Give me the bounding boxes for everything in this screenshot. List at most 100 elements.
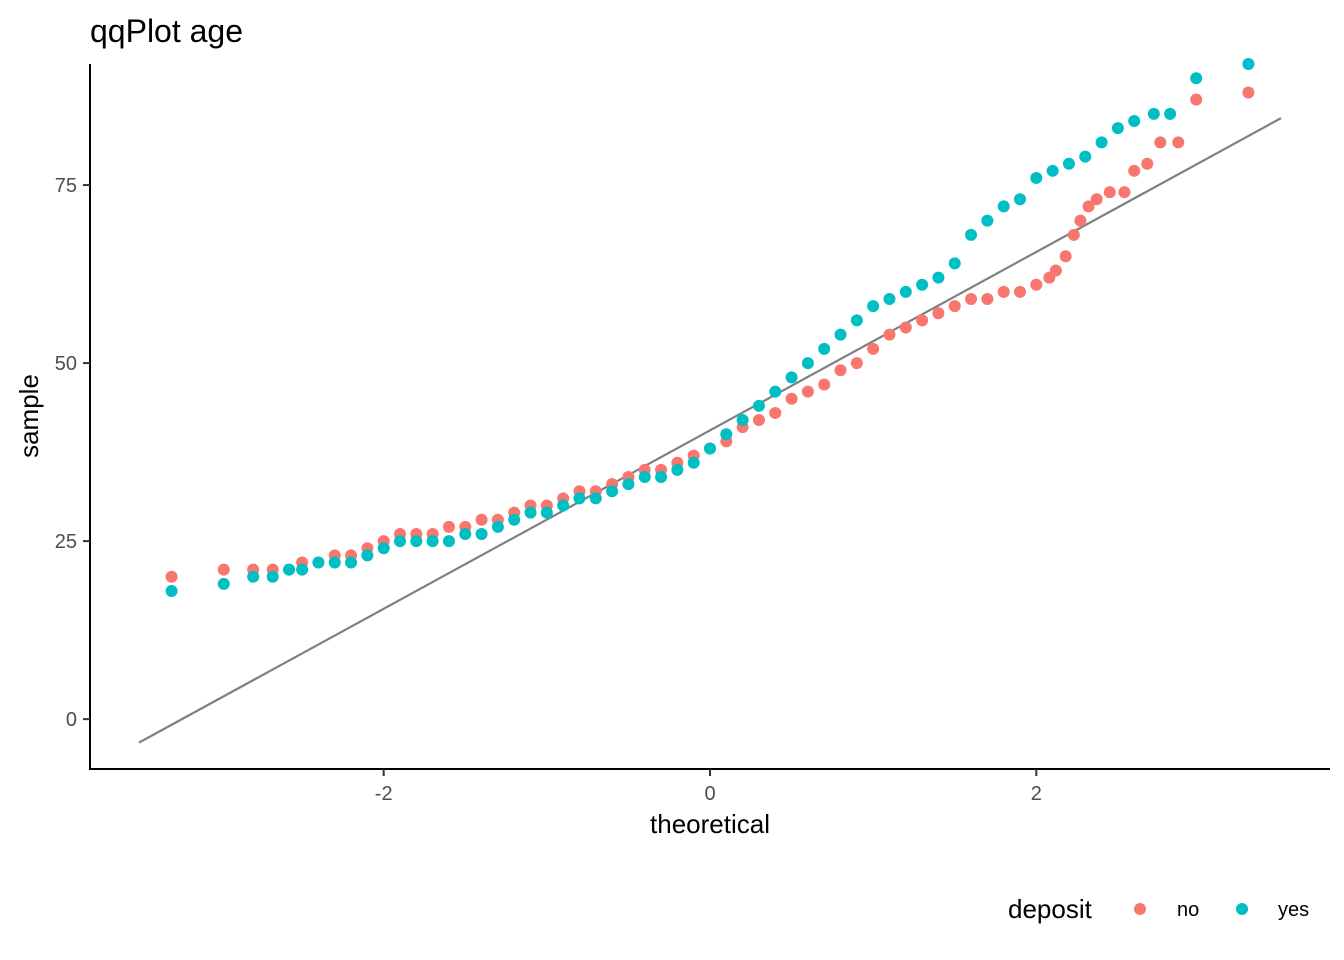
point-yes-34 xyxy=(769,385,782,398)
point-yes-47 xyxy=(981,214,994,227)
point-no-33 xyxy=(752,414,765,427)
point-no-52 xyxy=(1049,264,1062,277)
point-yes-43 xyxy=(916,278,929,291)
point-no-50 xyxy=(1030,278,1043,291)
point-yes-9 xyxy=(361,549,374,562)
point-yes-8 xyxy=(345,556,358,569)
point-no-0 xyxy=(165,570,178,583)
point-no-16 xyxy=(475,513,488,526)
point-yes-55 xyxy=(1111,122,1124,135)
point-yes-59 xyxy=(1190,72,1203,85)
y-tick-label: 50 xyxy=(55,353,77,375)
point-no-63 xyxy=(1172,136,1185,149)
point-yes-50 xyxy=(1030,171,1043,184)
point-yes-15 xyxy=(459,528,472,540)
point-no-1 xyxy=(217,563,230,576)
legend-key-yes xyxy=(1236,903,1248,915)
point-yes-5 xyxy=(296,563,309,576)
point-no-42 xyxy=(899,321,912,334)
x-tick-label: 2 xyxy=(1031,783,1042,805)
point-yes-3 xyxy=(266,570,279,583)
point-yes-41 xyxy=(883,293,896,305)
point-no-60 xyxy=(1128,164,1141,177)
point-yes-24 xyxy=(606,485,619,498)
point-no-54 xyxy=(1067,228,1080,241)
point-no-39 xyxy=(850,357,863,370)
point-yes-12 xyxy=(410,535,423,548)
point-yes-56 xyxy=(1128,114,1141,127)
point-yes-58 xyxy=(1164,107,1177,120)
point-no-48 xyxy=(997,285,1010,298)
point-no-55 xyxy=(1074,214,1087,227)
point-yes-28 xyxy=(671,463,684,476)
y-tick-label: 0 xyxy=(66,709,77,731)
point-yes-46 xyxy=(965,228,978,241)
point-no-45 xyxy=(948,300,961,313)
reference-line xyxy=(138,117,1282,744)
point-yes-16 xyxy=(475,528,488,540)
point-no-49 xyxy=(1014,285,1026,298)
point-yes-48 xyxy=(997,200,1010,213)
point-yes-13 xyxy=(426,535,439,548)
point-no-35 xyxy=(785,392,798,405)
point-yes-60 xyxy=(1242,58,1255,70)
point-no-59 xyxy=(1118,186,1131,199)
point-yes-39 xyxy=(850,314,863,327)
point-yes-32 xyxy=(736,414,749,427)
point-yes-22 xyxy=(573,492,586,505)
point-yes-44 xyxy=(932,271,945,284)
point-no-14 xyxy=(442,520,455,533)
point-no-36 xyxy=(801,385,814,398)
plot-area xyxy=(138,58,1282,744)
point-yes-1 xyxy=(217,577,230,590)
x-tick-label: 0 xyxy=(704,783,715,805)
y-axis-title: sample xyxy=(14,374,44,458)
point-yes-14 xyxy=(442,535,455,548)
point-yes-20 xyxy=(540,506,553,519)
point-no-46 xyxy=(965,293,978,305)
point-no-53 xyxy=(1059,250,1072,263)
point-yes-52 xyxy=(1062,157,1075,170)
point-yes-26 xyxy=(638,471,651,484)
point-no-65 xyxy=(1242,86,1255,99)
legend-label-no: no xyxy=(1177,899,1199,921)
point-yes-6 xyxy=(312,556,325,569)
point-yes-18 xyxy=(508,513,521,526)
point-yes-23 xyxy=(589,492,602,505)
point-no-47 xyxy=(981,293,994,305)
point-yes-35 xyxy=(785,371,798,384)
point-yes-37 xyxy=(818,342,831,355)
point-yes-17 xyxy=(491,520,504,533)
point-yes-19 xyxy=(524,506,537,519)
point-yes-53 xyxy=(1079,150,1092,163)
point-yes-51 xyxy=(1046,164,1059,177)
point-yes-10 xyxy=(377,542,390,555)
chart-title: qqPlot age xyxy=(90,13,243,49)
point-no-43 xyxy=(916,314,929,327)
point-no-44 xyxy=(932,307,945,320)
legend-title: deposit xyxy=(1008,894,1093,924)
point-yes-27 xyxy=(655,471,668,484)
point-yes-0 xyxy=(165,584,178,597)
point-no-56 xyxy=(1082,200,1095,213)
point-yes-25 xyxy=(622,478,635,491)
point-yes-45 xyxy=(948,257,961,270)
point-yes-49 xyxy=(1014,193,1026,206)
point-no-62 xyxy=(1154,136,1167,149)
point-yes-11 xyxy=(394,535,406,548)
point-yes-30 xyxy=(704,442,716,455)
point-yes-31 xyxy=(720,428,733,441)
point-yes-4 xyxy=(283,563,296,576)
points-layer xyxy=(165,58,1255,597)
point-no-61 xyxy=(1141,157,1154,170)
legend-key-no xyxy=(1134,903,1146,915)
x-tick-label: -2 xyxy=(375,783,393,805)
point-yes-33 xyxy=(752,399,765,412)
x-axis-title: theoretical xyxy=(650,809,770,839)
point-no-38 xyxy=(834,364,847,377)
legend-label-yes: yes xyxy=(1278,899,1309,921)
point-yes-2 xyxy=(247,570,260,583)
point-no-57 xyxy=(1090,193,1103,206)
point-no-58 xyxy=(1103,186,1116,199)
